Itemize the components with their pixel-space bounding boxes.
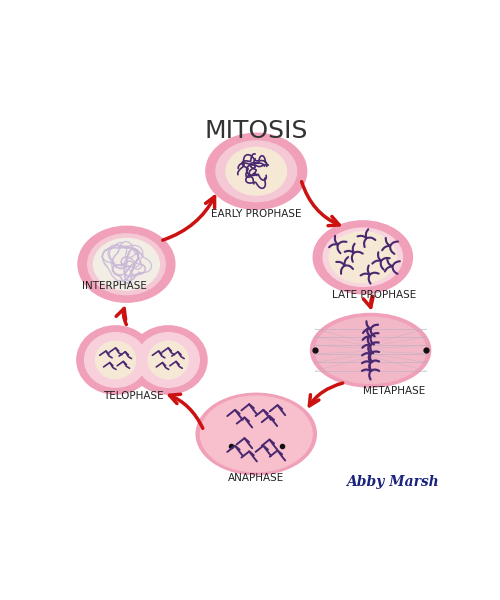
Ellipse shape [313,221,412,294]
Text: TELOPHASE: TELOPHASE [103,391,164,401]
Text: INTERPHASE: INTERPHASE [82,281,147,290]
Ellipse shape [226,148,286,195]
Ellipse shape [138,332,200,387]
Text: ANAPHASE: ANAPHASE [228,473,284,483]
Ellipse shape [206,133,306,209]
Text: MITOSIS: MITOSIS [204,119,308,143]
Text: EARLY PROPHASE: EARLY PROPHASE [211,209,302,219]
Ellipse shape [88,234,165,295]
Ellipse shape [310,313,430,387]
Ellipse shape [148,341,188,379]
Ellipse shape [323,228,402,286]
Text: LATE PROPHASE: LATE PROPHASE [332,290,416,300]
Ellipse shape [200,396,312,472]
Ellipse shape [316,317,426,383]
Ellipse shape [196,393,316,475]
Ellipse shape [216,141,296,202]
Ellipse shape [84,332,146,387]
Ellipse shape [78,226,175,302]
Ellipse shape [77,326,154,394]
Text: Abby Marsh: Abby Marsh [346,475,438,489]
Ellipse shape [130,326,207,394]
Text: METAPHASE: METAPHASE [363,386,425,397]
Ellipse shape [96,341,136,379]
Ellipse shape [94,238,160,290]
Ellipse shape [329,232,396,283]
